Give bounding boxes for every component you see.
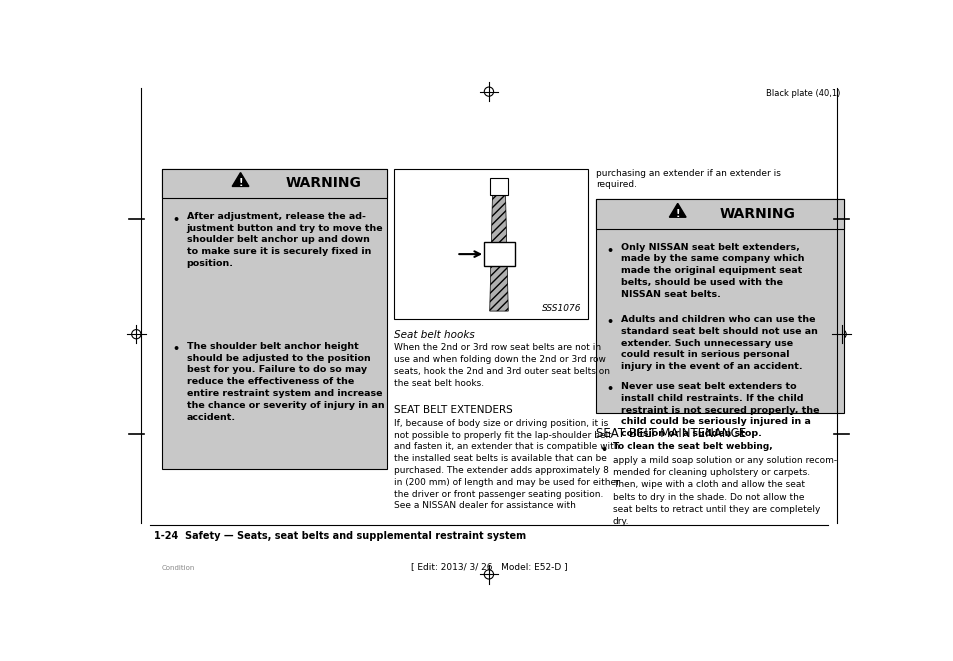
Text: •: • xyxy=(599,445,606,455)
Text: Black plate (40,1): Black plate (40,1) xyxy=(765,89,840,98)
FancyBboxPatch shape xyxy=(483,242,514,266)
Text: SSS1076: SSS1076 xyxy=(542,303,581,313)
Text: To clean the seat belt webbing,: To clean the seat belt webbing, xyxy=(612,442,772,451)
Text: If, because of body size or driving position, it is
not possible to properly fit: If, because of body size or driving posi… xyxy=(394,419,619,510)
Polygon shape xyxy=(232,173,249,186)
Text: Condition: Condition xyxy=(162,565,195,571)
Text: When the 2nd or 3rd row seat belts are not in
use and when folding down the 2nd : When the 2nd or 3rd row seat belts are n… xyxy=(394,344,610,388)
Text: •: • xyxy=(172,344,179,354)
Text: •: • xyxy=(172,215,179,225)
Text: •: • xyxy=(605,384,613,394)
Text: The shoulder belt anchor height
should be adjusted to the position
best for you.: The shoulder belt anchor height should b… xyxy=(187,342,384,422)
Text: Seat belt hooks: Seat belt hooks xyxy=(394,330,475,340)
Polygon shape xyxy=(489,180,508,311)
Text: dry.: dry. xyxy=(612,518,629,526)
FancyBboxPatch shape xyxy=(596,200,843,412)
Text: •: • xyxy=(605,246,613,256)
FancyBboxPatch shape xyxy=(162,169,386,198)
Text: !: ! xyxy=(675,208,679,219)
FancyBboxPatch shape xyxy=(596,200,843,229)
Polygon shape xyxy=(669,204,685,217)
Text: WARNING: WARNING xyxy=(720,207,795,221)
Text: Only NISSAN seat belt extenders,
made by the same company which
made the origina: Only NISSAN seat belt extenders, made by… xyxy=(620,243,803,299)
Text: apply a mild soap solution or any solution recom-: apply a mild soap solution or any soluti… xyxy=(612,456,836,465)
Text: Then, wipe with a cloth and allow the seat: Then, wipe with a cloth and allow the se… xyxy=(612,481,804,490)
Text: purchasing an extender if an extender is
required.: purchasing an extender if an extender is… xyxy=(596,169,780,190)
FancyBboxPatch shape xyxy=(162,169,386,469)
Text: Adults and children who can use the
standard seat belt should not use an
extende: Adults and children who can use the stan… xyxy=(620,315,817,371)
FancyBboxPatch shape xyxy=(394,169,587,319)
Text: After adjustment, release the ad-
justment button and try to move the
shoulder b: After adjustment, release the ad- justme… xyxy=(187,212,383,268)
Text: Never use seat belt extenders to
install child restraints. If the child
restrain: Never use seat belt extenders to install… xyxy=(620,382,819,438)
Text: seat belts to retract until they are completely: seat belts to retract until they are com… xyxy=(612,505,820,514)
Text: 1-24  Safety — Seats, seat belts and supplemental restraint system: 1-24 Safety — Seats, seat belts and supp… xyxy=(154,531,526,541)
Text: [ Edit: 2013/ 3/ 26   Model: E52-D ]: [ Edit: 2013/ 3/ 26 Model: E52-D ] xyxy=(410,563,567,571)
Text: belts to dry in the shade. Do not allow the: belts to dry in the shade. Do not allow … xyxy=(612,493,803,502)
FancyBboxPatch shape xyxy=(489,178,508,195)
Text: mended for cleaning upholstery or carpets.: mended for cleaning upholstery or carpet… xyxy=(612,468,809,477)
Text: SEAT BELT EXTENDERS: SEAT BELT EXTENDERS xyxy=(394,405,513,415)
Text: !: ! xyxy=(238,178,242,188)
Text: WARNING: WARNING xyxy=(285,176,361,190)
Text: •: • xyxy=(605,317,613,327)
Text: SEAT BELT MAINTENANCE: SEAT BELT MAINTENANCE xyxy=(596,426,745,440)
